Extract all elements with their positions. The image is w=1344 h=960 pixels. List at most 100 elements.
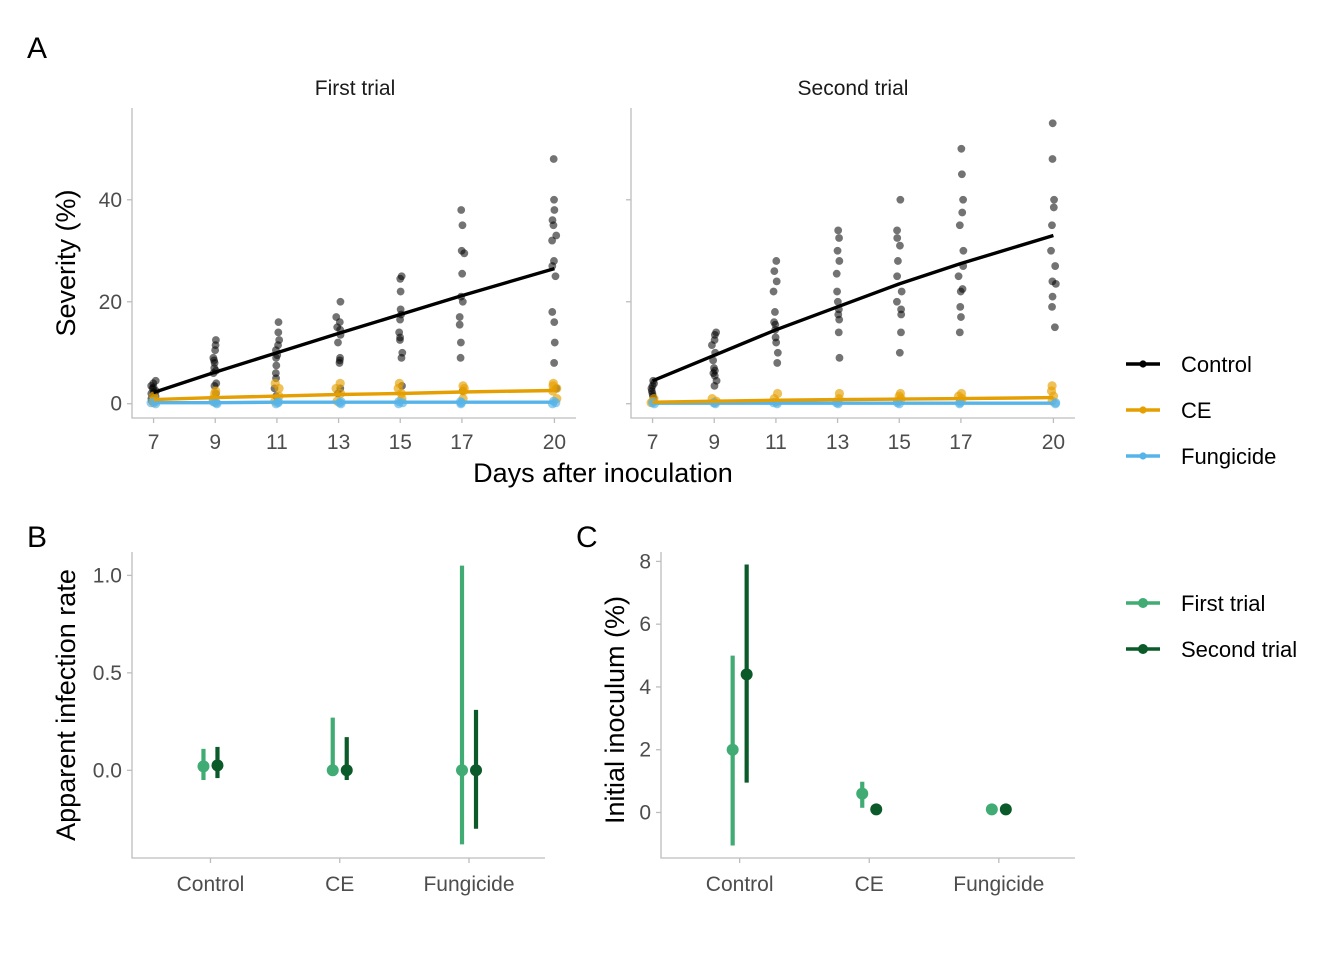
facet-second-trial-points: [646, 119, 1061, 409]
second-trial-x-tick-label-7: 7: [647, 431, 659, 454]
panel-c-first-trial-fungicide-point: [985, 803, 998, 816]
panel-c-x-tick-label-ce: CE: [855, 873, 884, 896]
facet-strip-second-trial: Second trial: [798, 77, 909, 100]
second-trial-control-point-57: [957, 313, 965, 321]
legend-key-second-trial-dot: [1138, 644, 1148, 654]
first-trial-control-point-58: [396, 287, 405, 296]
second-trial-control-point-49: [897, 287, 906, 296]
second-trial-control-point-51: [894, 257, 902, 265]
first-trial-y-tick-label-40: 40: [99, 189, 122, 212]
second-trial-control-point-55: [896, 195, 905, 204]
first-trial-control-point-39: [336, 353, 344, 362]
second-trial-control-point-37: [833, 297, 842, 306]
panel-letter-a: A: [27, 32, 47, 65]
panel-c-y-axis-title: Initial inoculum (%): [600, 596, 630, 824]
second-trial-control-point-50: [893, 272, 902, 281]
second-trial-control-point-28: [772, 277, 781, 286]
second-trial-control-point-39: [832, 269, 841, 278]
second-trial-ce-point-8: [772, 388, 783, 399]
first-trial-control-point-40: [334, 338, 342, 347]
first-trial-control-point-69: [458, 221, 467, 230]
panel-b-second-trial-control-point: [211, 759, 224, 772]
second-trial-ce-fit-line: [652, 395, 1054, 404]
first-trial-control-point-63: [455, 320, 464, 329]
second-trial-control-point-79: [1048, 155, 1057, 163]
first-trial-ce-point-15: [335, 378, 345, 388]
first-trial-control-point-55: [396, 305, 405, 314]
second-trial-control-point-63: [959, 246, 968, 255]
second-trial-control-point-58: [956, 302, 965, 311]
panel-c-x-tick-label-fungicide: Fungicide: [953, 873, 1044, 896]
first-trial-control-point-77: [551, 272, 560, 281]
second-trial-control-point-48: [893, 297, 901, 306]
facet-first-trial-lines: [153, 266, 555, 405]
legend-key-first-trial-dot: [1138, 598, 1148, 608]
second-trial-control-point-53: [893, 234, 902, 242]
panel-b-x-tick-label-control: Control: [177, 873, 245, 896]
panel-c-axes: [660, 552, 1075, 859]
panel-c-y-tick-label-0: 0: [639, 801, 651, 824]
first-trial-control-point-64: [455, 313, 464, 321]
second-trial-x-tick-label-9: 9: [708, 431, 720, 454]
first-trial-control-point-59: [395, 328, 404, 337]
panel-b-marks: [197, 565, 483, 845]
first-trial-control-point-86: [549, 155, 558, 163]
facet-first-trial-axes: [131, 108, 576, 419]
facet-first-trial: 7 9 11 13 15 17 20 0 20 40: [99, 108, 576, 454]
facet-second-trial-lines: [651, 233, 1054, 405]
second-trial-control-point-40: [835, 257, 844, 265]
first-trial-x-tick-label-9: 9: [209, 431, 221, 454]
second-trial-x-tick-label-11: 11: [765, 431, 787, 454]
second-trial-control-point-73: [1048, 277, 1057, 286]
second-trial-control-point-42: [835, 234, 843, 242]
panel-letter-c: C: [576, 521, 598, 554]
first-trial-control-point-18: [209, 353, 218, 362]
first-trial-control-point-21: [211, 336, 220, 344]
second-trial-control-point-6: [647, 387, 656, 395]
first-trial-control-point-50: [398, 348, 407, 357]
second-trial-control-point-66: [959, 195, 968, 204]
first-trial-control-point-45: [332, 313, 341, 321]
second-trial-control-point-64: [955, 221, 964, 230]
panel-c-y-tick-label-3: 6: [639, 613, 651, 636]
first-trial-x-tick-label-11: 11: [266, 431, 288, 454]
panel-b-y-tick-label-0: 0.0: [93, 759, 122, 782]
second-trial-control-point-32: [835, 353, 844, 362]
second-trial-ce-point-11: [834, 388, 845, 399]
second-trial-control-point-41: [833, 246, 842, 255]
second-trial-control-point-20: [773, 359, 782, 367]
panel-b-second-trial-fungicide-point: [470, 764, 483, 777]
first-trial-control-point-57: [397, 272, 406, 281]
first-trial-control-fit-line: [153, 266, 555, 395]
second-trial-control-point-44: [895, 348, 904, 357]
second-trial-control-point-45: [897, 328, 905, 337]
second-trial-control-point-76: [1048, 221, 1056, 230]
first-trial-control-point-71: [458, 297, 467, 306]
second-trial-ce-point-23: [1047, 381, 1057, 391]
first-trial-control-point-68: [457, 246, 466, 255]
first-trial-control-point-8: [151, 376, 160, 385]
panel-a-y-axis-title: Severity (%): [51, 189, 81, 336]
legend-label-first-trial: First trial: [1181, 591, 1265, 616]
second-trial-control-point-30: [772, 257, 781, 265]
first-trial-control-point-73: [550, 359, 559, 367]
second-trial-control-point-78: [1050, 195, 1058, 204]
second-trial-control-point-21: [773, 348, 782, 357]
second-trial-control-point-26: [771, 308, 779, 316]
first-trial-ce-point-28: [548, 378, 558, 388]
first-trial-ce-point-19: [394, 378, 405, 388]
panel-c-second-trial-control-point: [740, 668, 753, 681]
second-trial-control-point-33: [834, 328, 843, 337]
first-trial-control-point-85: [550, 195, 558, 204]
panel-b-y-axis-title: Apparent infection rate: [51, 569, 81, 841]
legend-key-control-dot: [1139, 360, 1147, 368]
legend-key-ce-dot: [1139, 406, 1147, 414]
second-trial-control-point-19: [709, 369, 718, 378]
second-trial-control-point-27: [769, 287, 778, 296]
facet-first-trial-points: [146, 155, 562, 409]
panel-c-first-trial-ce-point: [856, 787, 869, 800]
facet-second-trial-axes: [630, 108, 1075, 419]
first-trial-control-point-61: [456, 353, 465, 362]
panel-b-first-trial-control-point: [197, 760, 210, 773]
